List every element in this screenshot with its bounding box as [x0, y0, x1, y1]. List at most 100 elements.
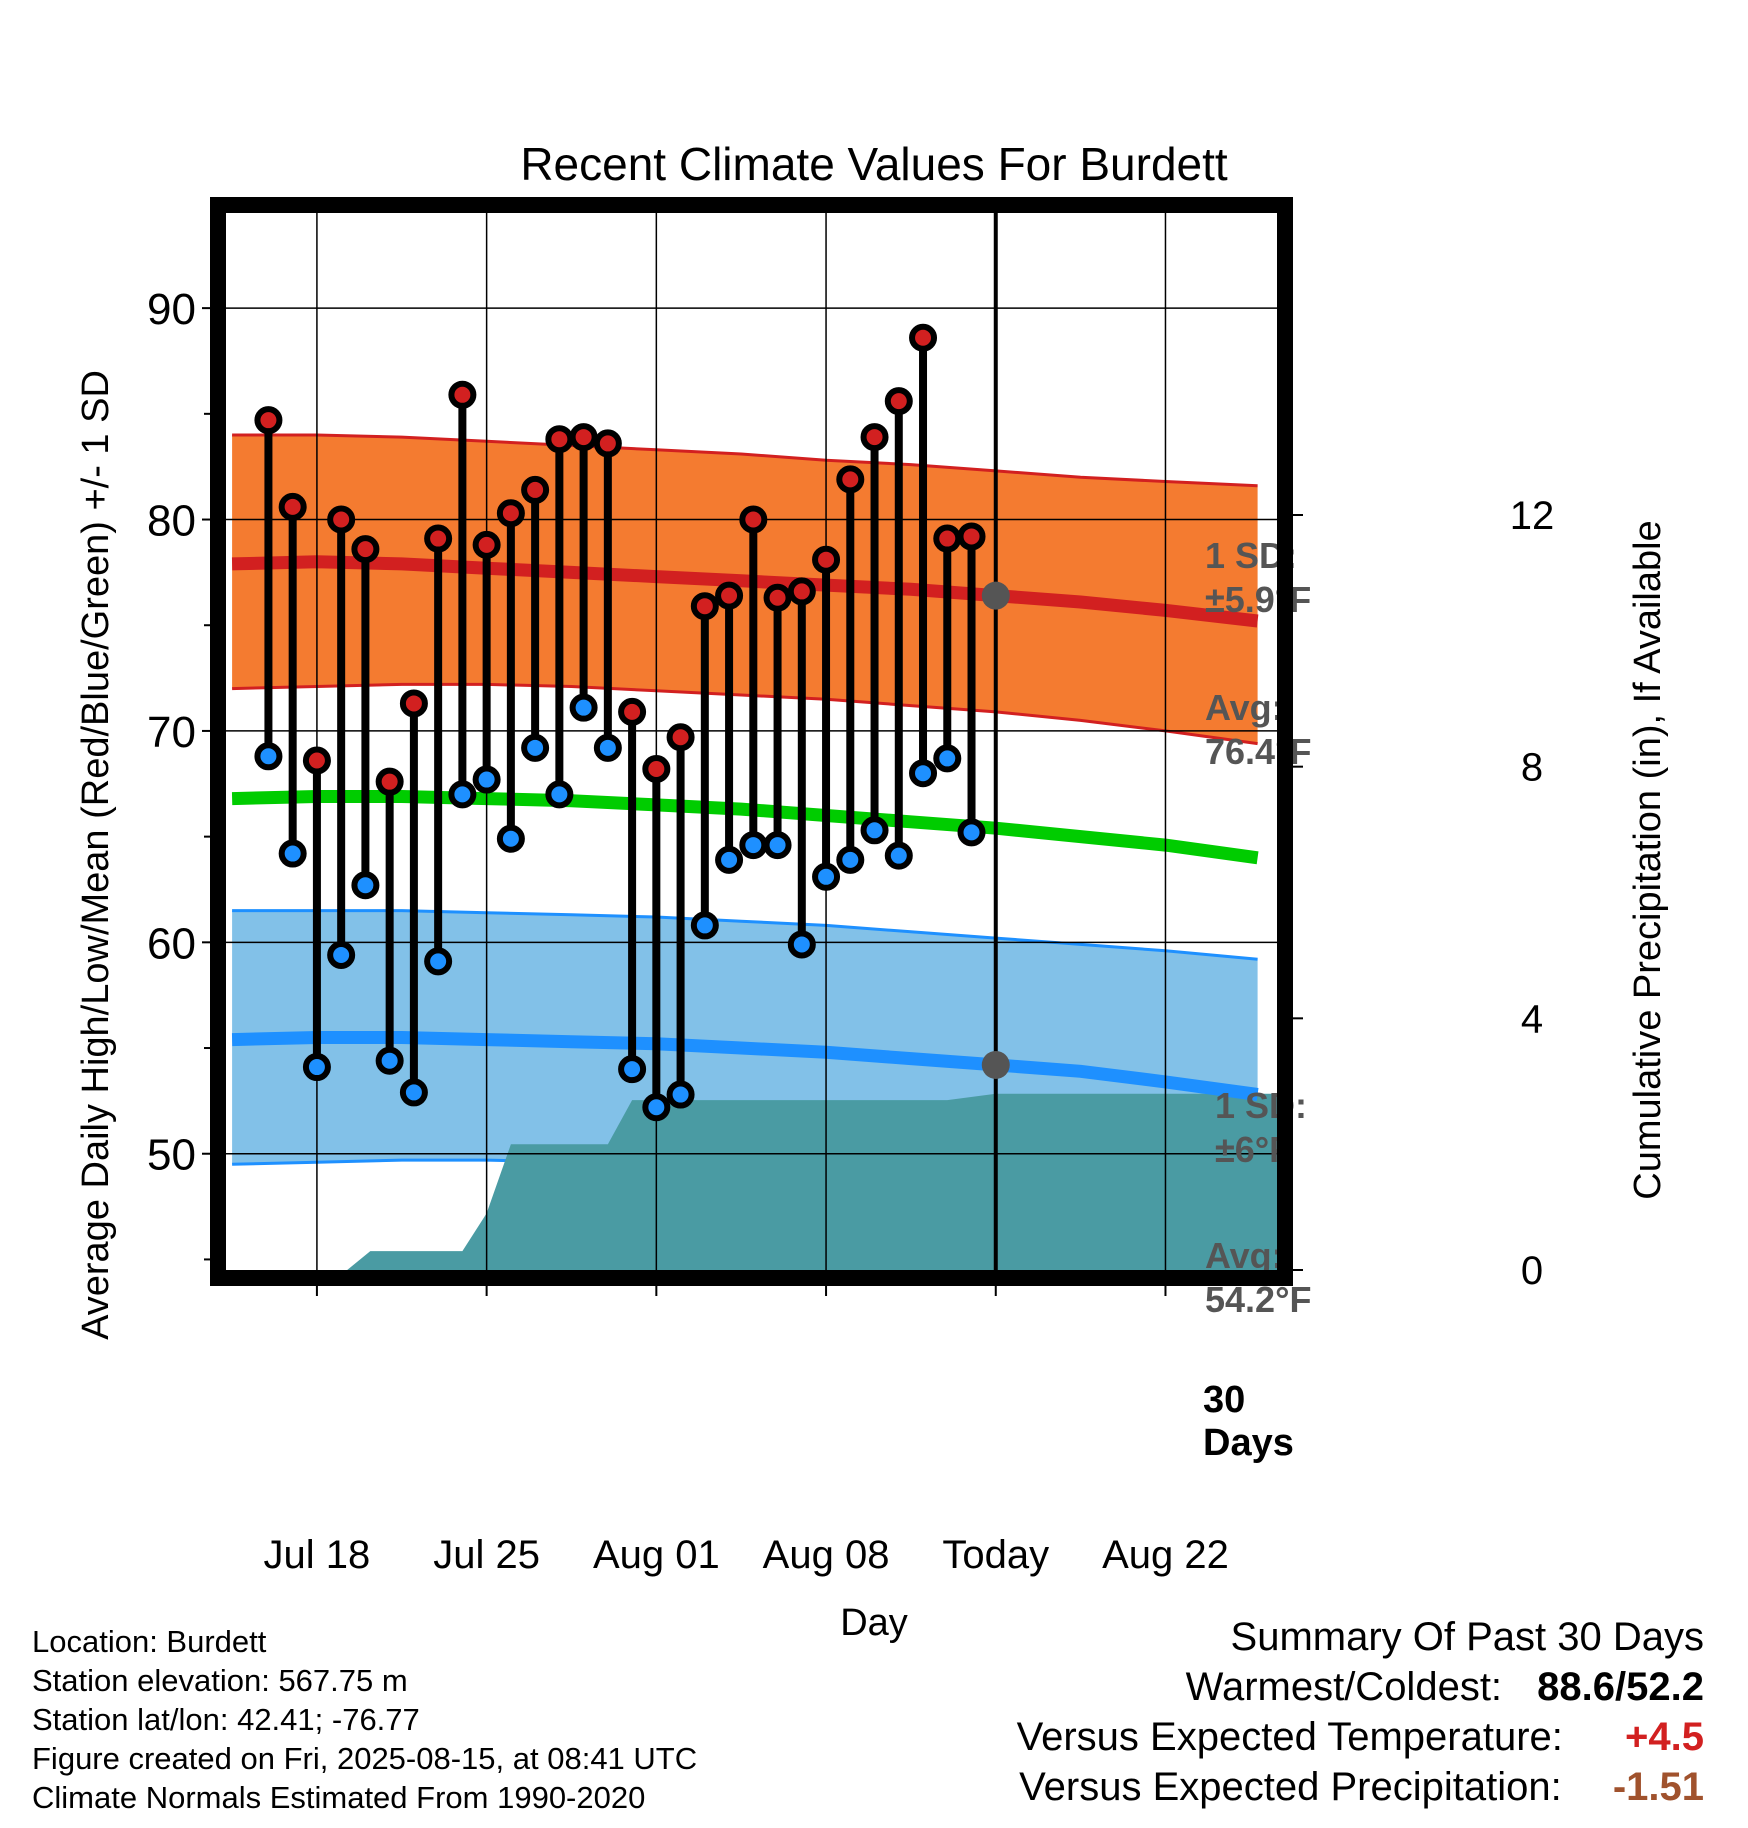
high-point: [690, 592, 719, 621]
low-point: [739, 831, 768, 860]
high-point: [448, 380, 477, 409]
high-point: [569, 423, 598, 452]
avg-low-line: [231, 1031, 1259, 1101]
high-point: [327, 505, 356, 534]
period-label-days: Days: [1203, 1422, 1294, 1464]
high-point: [860, 423, 889, 452]
y-axis-label: Average Daily High/Low/Mean (Red/Blue/Gr…: [75, 370, 117, 1340]
high-point: [375, 767, 404, 796]
warmest-label: Warmest/Coldest:: [1185, 1665, 1503, 1709]
low-point: [448, 780, 477, 809]
low-point: [836, 845, 865, 874]
low-point: [472, 765, 501, 794]
avg-high-line: [231, 555, 1259, 628]
high-point: [472, 530, 501, 559]
high-point: [302, 746, 331, 775]
low-point: [909, 759, 938, 788]
high-point: [909, 323, 938, 352]
high-point: [545, 425, 574, 454]
high-point: [521, 475, 550, 504]
x-axis-label: Day: [840, 1602, 908, 1644]
low-point: [327, 941, 356, 970]
high-point: [278, 492, 307, 521]
low-point: [399, 1078, 428, 1107]
low-point: [254, 742, 283, 771]
summary-precip-row: Versus Expected Precipitation: -1.51: [804, 1762, 1704, 1812]
today-low-avg-marker: [981, 1050, 1010, 1079]
y2-axis-label: Cumulative Precipitation (in), If Availa…: [1627, 520, 1669, 1199]
low-sd-label: 1 SD:: [1215, 1085, 1307, 1126]
low-point: [787, 930, 816, 959]
precip-value: -1.51: [1612, 1765, 1704, 1809]
x-tick-label: Aug 01: [593, 1533, 720, 1577]
location-text: Location: Burdett: [32, 1624, 267, 1659]
low-point: [521, 733, 550, 762]
high-point: [666, 723, 695, 752]
low-point: [569, 693, 598, 722]
high-sd-upper-edge: [232, 433, 1258, 488]
period-label-number: 30: [1203, 1379, 1245, 1421]
low-point: [690, 911, 719, 940]
low-point: [351, 871, 380, 900]
high-point: [787, 577, 816, 606]
x-tick-label: Aug 08: [763, 1533, 890, 1577]
high-point: [812, 545, 841, 574]
created-text: Figure created on Fri, 2025-08-15, at 08…: [32, 1741, 698, 1776]
normals-text: Climate Normals Estimated From 1990-2020: [32, 1780, 646, 1815]
low-point: [302, 1053, 331, 1082]
latlon-text: Station lat/lon: 42.41; -76.77: [32, 1702, 420, 1737]
high-sd-lower-edge: [232, 682, 1258, 746]
precip-label: Versus Expected Precipitation:: [1019, 1765, 1562, 1809]
temp-label: Versus Expected Temperature:: [1016, 1715, 1563, 1759]
x-tick-label: Aug 22: [1102, 1533, 1229, 1577]
x-tick-label: Jul 18: [264, 1533, 371, 1577]
elevation-text: Station elevation: 567.75 m: [32, 1663, 408, 1698]
plot-frame: [210, 197, 1293, 1286]
low-point: [618, 1055, 647, 1084]
high-sd-band: [232, 435, 1258, 744]
low-point: [642, 1093, 671, 1122]
high-avg-value: 76.4°F: [1205, 731, 1311, 772]
low-point: [957, 818, 986, 847]
low-point: [278, 839, 307, 868]
y2-tick-label: 0: [1521, 1249, 1543, 1293]
high-point: [351, 535, 380, 564]
y-tick-label: 90: [147, 285, 196, 334]
precipitation-area: [226, 1093, 1277, 1270]
high-point: [763, 583, 792, 612]
low-point: [424, 947, 453, 976]
high-point: [399, 689, 428, 718]
y-tick-label: 60: [147, 919, 196, 968]
high-point: [715, 581, 744, 610]
x-tick-label: Jul 25: [433, 1533, 540, 1577]
summary-title: Summary Of Past 30 Days: [1230, 1615, 1704, 1659]
high-point: [254, 406, 283, 435]
x-tick-label: Today: [942, 1533, 1049, 1577]
low-point: [715, 845, 744, 874]
station-info: Location: Burdett Station elevation: 567…: [32, 1622, 697, 1817]
high-point: [424, 524, 453, 553]
low-point: [545, 780, 574, 809]
high-point: [884, 387, 913, 416]
high-point: [933, 524, 962, 553]
high-point: [496, 499, 525, 528]
y-tick-label: 70: [147, 708, 196, 757]
high-point: [642, 754, 671, 783]
low-point: [763, 831, 792, 860]
low-point: [884, 841, 913, 870]
today-high-avg-marker: [981, 581, 1010, 610]
high-point: [618, 697, 647, 726]
temp-value: +4.5: [1625, 1715, 1704, 1759]
low-point: [860, 816, 889, 845]
y-tick-label: 80: [147, 497, 196, 546]
high-point: [836, 465, 865, 494]
y-tick-label: 50: [147, 1131, 196, 1180]
warmest-value: 88.6/52.2: [1537, 1665, 1704, 1709]
summary-warmest-row: Warmest/Coldest: 88.6/52.2: [804, 1662, 1704, 1712]
low-point: [375, 1046, 404, 1075]
avg-mean-line: [231, 790, 1259, 865]
low-point: [933, 744, 962, 773]
low-sd-upper-edge: [232, 909, 1258, 961]
low-point: [812, 862, 841, 891]
